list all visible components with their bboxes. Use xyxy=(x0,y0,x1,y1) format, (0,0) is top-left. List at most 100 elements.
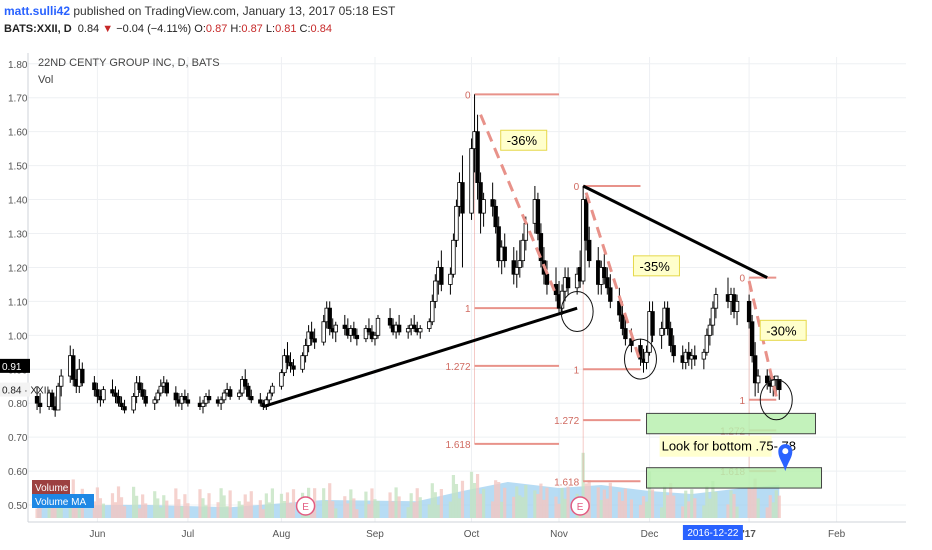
volume-bar xyxy=(451,475,456,518)
percent-callout-label: -36% xyxy=(507,133,538,148)
target-zone xyxy=(646,467,823,489)
candle-body xyxy=(623,328,628,340)
candle-body xyxy=(158,385,163,394)
volume-bar xyxy=(687,501,691,518)
candle-body xyxy=(37,402,43,407)
candle-body xyxy=(502,246,507,262)
candle-body xyxy=(92,382,97,391)
volume-bar xyxy=(427,504,431,518)
y-tick-label: 0.50 xyxy=(8,501,28,512)
price-chart[interactable]: 1.801.701.601.501.401.301.201.101.000.90… xyxy=(0,40,932,550)
volume-bar xyxy=(119,497,124,518)
volume-bar xyxy=(454,484,459,518)
volume-bar xyxy=(334,508,338,518)
y-tick-label: 1.80 xyxy=(8,60,28,71)
candle-body xyxy=(704,334,710,353)
volume-bar xyxy=(355,509,359,518)
volume-bar xyxy=(56,498,60,518)
volume-ma-legend-label: Volume MA xyxy=(35,497,86,508)
volume-bar xyxy=(373,499,377,518)
volume-bar xyxy=(644,501,649,518)
y-tick-label: 1.10 xyxy=(8,297,28,308)
fib-level-label: 1 xyxy=(740,396,746,407)
candle-body xyxy=(312,338,317,343)
candle-body xyxy=(427,321,432,329)
fib-level-label: 0 xyxy=(740,274,746,285)
volume-bar xyxy=(765,507,769,518)
candle-body xyxy=(586,239,592,262)
volume-bar xyxy=(228,490,232,518)
volume-bar xyxy=(53,500,57,518)
candle-body xyxy=(333,324,338,333)
volume-bar xyxy=(539,483,543,518)
volume-bar xyxy=(672,495,676,518)
candle-body xyxy=(227,389,233,397)
candle-body xyxy=(270,385,275,394)
volume-bar xyxy=(747,487,751,518)
x-tick-label: Sep xyxy=(366,529,384,540)
candle-body xyxy=(58,375,64,387)
volume-bar xyxy=(494,480,498,518)
volume-bar xyxy=(777,495,781,518)
volume-bar xyxy=(475,474,480,518)
x-tick-label: Jul xyxy=(182,529,195,540)
volume-bar xyxy=(729,490,733,518)
volume-bar xyxy=(343,496,347,518)
price-badge xyxy=(0,382,30,397)
candle-body xyxy=(137,382,142,391)
volume-bar xyxy=(418,497,422,518)
last-price: 0.84 xyxy=(77,23,100,35)
candle-body xyxy=(303,345,308,357)
volume-bar xyxy=(267,502,271,518)
volume-bar xyxy=(216,502,220,518)
volume-bar xyxy=(376,501,380,518)
candle-body xyxy=(285,355,290,363)
author-link[interactable]: matt.sulli42 xyxy=(4,4,71,18)
volume-bar xyxy=(566,486,570,518)
candle-body xyxy=(710,307,716,326)
close-value: 0.84 xyxy=(310,23,332,35)
percent-callout-box xyxy=(632,255,680,277)
volume-bar xyxy=(702,505,706,518)
fib-level-label: 1.272 xyxy=(446,362,471,373)
volume-bar xyxy=(638,504,643,518)
candle-body xyxy=(517,260,523,268)
ohlc-header: BATS:XXII, D 0.84 ▼ −0.04 (−4.11%) O:0.8… xyxy=(4,23,332,35)
candle-body xyxy=(671,345,676,357)
volume-bar xyxy=(325,500,329,518)
volume-bar xyxy=(412,502,416,518)
highlight-circle xyxy=(759,379,793,421)
map-pin-icon xyxy=(778,444,793,472)
y-tick-label: 1.40 xyxy=(8,196,28,207)
volume-bar xyxy=(331,501,335,518)
volume-bar xyxy=(650,489,655,518)
candle-body xyxy=(243,379,248,387)
candle-body xyxy=(439,267,444,285)
target-zone xyxy=(646,412,816,435)
candle-body xyxy=(291,365,296,370)
volume-bar xyxy=(735,506,739,518)
volume-bar xyxy=(457,498,462,518)
candle-body xyxy=(411,324,417,329)
candle-body xyxy=(258,399,263,404)
volume-bar xyxy=(101,503,106,518)
volume-bar xyxy=(681,506,685,518)
fib-level-label: 1.272 xyxy=(554,416,579,427)
volume-bar xyxy=(225,506,229,518)
volume-bar xyxy=(328,483,332,518)
volume-bar xyxy=(620,500,624,518)
y-tick-label: 1.60 xyxy=(8,128,28,139)
candle-body xyxy=(478,182,483,214)
candle-body xyxy=(496,226,501,262)
volume-bar xyxy=(219,488,223,518)
candle-body xyxy=(288,362,293,367)
volume-legend-label: Volume xyxy=(35,483,69,494)
candle-body xyxy=(131,396,136,411)
volume-bar xyxy=(35,508,39,518)
candle-body xyxy=(119,402,124,407)
volume-bar xyxy=(110,493,115,518)
fib-level-label: 1.618 xyxy=(446,440,471,451)
volume-ma-legend-badge xyxy=(32,494,94,508)
price-badge-label: 0.84 · XXII xyxy=(2,386,49,397)
